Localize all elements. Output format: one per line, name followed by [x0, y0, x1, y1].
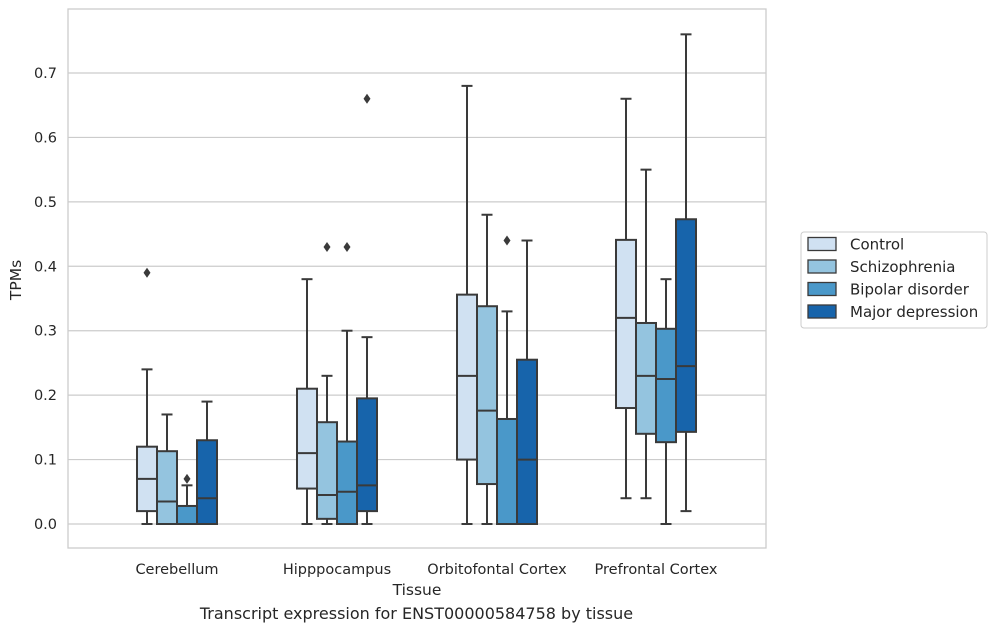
y-tick-label: 0.4: [34, 259, 57, 275]
box-2-2: [496, 235, 518, 525]
box-body: [316, 421, 338, 520]
box-3-2: [655, 278, 677, 525]
box-groups: [136, 33, 697, 526]
box-0-0: [136, 267, 158, 525]
box-body: [635, 321, 657, 435]
legend-label: Schizophrenia: [850, 258, 955, 276]
x-tick-label: Cerebellum: [135, 562, 218, 578]
box-1-0: [296, 278, 318, 525]
outlier-point: [143, 267, 151, 278]
box-0-3: [196, 400, 218, 525]
y-tick-label: 0.1: [34, 453, 57, 469]
x-tick-label: Orbitofontal Cortex: [427, 562, 567, 578]
box-body: [655, 327, 677, 444]
box-2-3: [516, 239, 538, 526]
legend-frame: [800, 231, 988, 329]
legend: Control Schizophrenia Bipolar disorder Majo…: [800, 231, 988, 329]
legend-label: Bipolar disorder: [850, 281, 970, 299]
legend-item: Major depression: [807, 303, 978, 321]
outlier-point: [363, 93, 371, 104]
legend-label: Major depression: [850, 303, 978, 321]
box-2-1: [476, 213, 498, 525]
box-body: [356, 397, 378, 513]
outlier-point: [323, 241, 331, 252]
legend-item: Bipolar disorder: [807, 281, 970, 299]
legend-item: Schizophrenia: [807, 258, 955, 276]
box-body: [615, 238, 637, 410]
outlier-point: [343, 241, 351, 252]
outlier-point: [183, 473, 191, 484]
y-tick-label: 0.2: [34, 388, 57, 404]
x-axis-ticks: Cerebellum Hipppocampus Orbitofontal Corte…: [135, 562, 717, 578]
legend-item: Control: [807, 236, 904, 254]
box-body: [196, 439, 218, 525]
y-tick-label: 0.5: [34, 195, 57, 211]
box-3-1: [635, 168, 657, 500]
y-tick-label: 0.7: [34, 66, 57, 82]
chart-caption: Transcript expression for ENST0000058475…: [199, 604, 634, 623]
legend-swatch: [807, 236, 837, 252]
y-tick-label: 0.3: [34, 324, 57, 340]
legend-label: Control: [850, 236, 904, 254]
y-tick-label: 0.6: [34, 130, 57, 146]
box-1-1: [316, 241, 338, 525]
box-body: [336, 440, 358, 526]
x-tick-label: Hipppocampus: [283, 562, 391, 578]
box-body: [176, 504, 198, 525]
box-3-3: [675, 33, 697, 513]
legend-swatch: [807, 304, 837, 319]
box-1-3: [356, 93, 378, 525]
outlier-point: [503, 235, 511, 246]
box-body: [456, 293, 478, 461]
plot-frame: [67, 8, 767, 549]
legend-swatch: [807, 259, 837, 274]
box-1-2: [336, 241, 358, 526]
box-body: [516, 358, 538, 526]
y-axis-ticks: 0.0 0.1 0.2 0.3 0.4 0.5 0.6 0.7: [34, 66, 57, 533]
legend-items: Control Schizophrenia Bipolar disorder Majo…: [807, 236, 978, 321]
box-body: [156, 450, 178, 525]
gridlines: [68, 72, 766, 525]
box-3-0: [615, 97, 637, 500]
box-body: [675, 218, 697, 433]
box-2-0: [456, 84, 478, 525]
x-axis-label: Tissue: [392, 581, 442, 599]
box-0-1: [156, 413, 178, 525]
box-body: [496, 417, 518, 525]
y-tick-label: 0.0: [34, 517, 57, 533]
y-axis-label: TPMs: [7, 260, 25, 301]
legend-swatch: [807, 281, 837, 297]
x-tick-label: Prefrontal Cortex: [595, 562, 718, 578]
box-body: [296, 387, 318, 490]
box-body: [476, 305, 498, 486]
box-0-2: [176, 473, 198, 525]
